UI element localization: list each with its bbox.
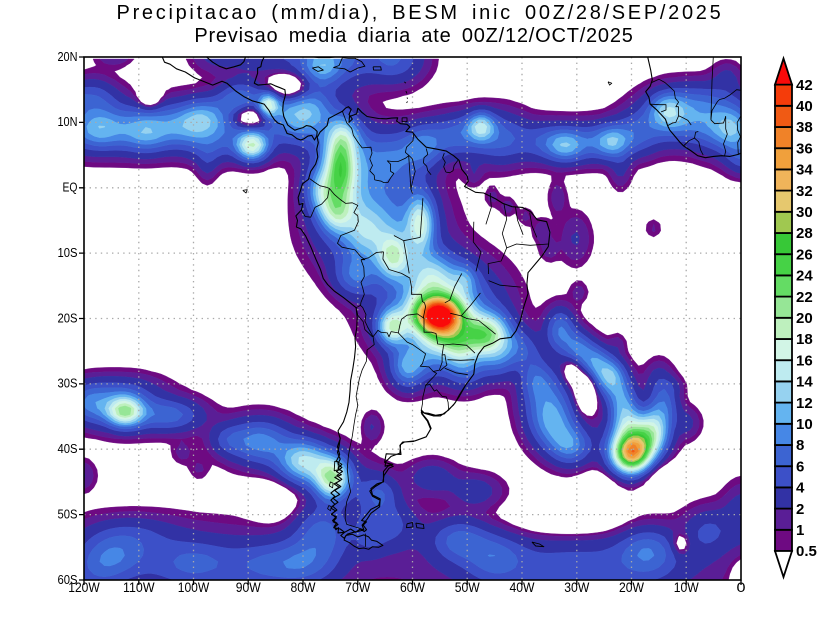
svg-text:120W: 120W — [68, 579, 100, 595]
svg-text:Previsao media diaria ate 00Z/: Previsao media diaria ate 00Z/12/OCT/202… — [194, 25, 633, 47]
svg-text:2: 2 — [796, 501, 804, 518]
svg-text:42: 42 — [796, 77, 813, 94]
svg-text:38: 38 — [796, 119, 813, 136]
svg-text:100W: 100W — [178, 579, 210, 595]
svg-text:70W: 70W — [345, 579, 371, 595]
svg-text:20W: 20W — [619, 579, 645, 595]
svg-text:0: 0 — [737, 579, 746, 595]
svg-text:40S: 40S — [58, 441, 78, 456]
svg-text:30: 30 — [796, 204, 813, 221]
svg-text:60S: 60S — [58, 572, 78, 587]
svg-text:30W: 30W — [564, 579, 590, 595]
svg-text:10: 10 — [796, 416, 813, 433]
svg-text:50S: 50S — [58, 506, 78, 521]
svg-text:10S: 10S — [58, 245, 78, 260]
svg-text:18: 18 — [796, 331, 813, 348]
svg-text:22: 22 — [796, 289, 813, 306]
svg-text:80W: 80W — [291, 579, 317, 595]
svg-text:110W: 110W — [123, 579, 155, 595]
svg-text:10N: 10N — [58, 114, 78, 129]
svg-text:24: 24 — [796, 268, 813, 285]
svg-text:0.5: 0.5 — [796, 543, 817, 560]
svg-text:26: 26 — [796, 246, 813, 263]
svg-text:20N: 20N — [58, 49, 78, 64]
svg-text:16: 16 — [796, 352, 813, 369]
svg-text:60W: 60W — [400, 579, 426, 595]
svg-text:40W: 40W — [510, 579, 536, 595]
svg-text:34: 34 — [796, 162, 813, 179]
svg-text:40: 40 — [796, 98, 813, 115]
svg-text:4: 4 — [796, 480, 805, 497]
svg-text:12: 12 — [796, 395, 813, 412]
svg-text:Precipitacao (mm/dia), BESM in: Precipitacao (mm/dia), BESM inic 00Z/28/… — [117, 2, 724, 24]
svg-text:50W: 50W — [455, 579, 481, 595]
svg-text:1: 1 — [796, 522, 804, 539]
svg-text:8: 8 — [796, 437, 804, 454]
svg-text:32: 32 — [796, 183, 813, 200]
svg-text:30S: 30S — [58, 376, 78, 391]
svg-text:90W: 90W — [236, 579, 262, 595]
svg-text:14: 14 — [796, 374, 813, 391]
svg-text:36: 36 — [796, 140, 813, 157]
svg-text:28: 28 — [796, 225, 813, 242]
svg-text:6: 6 — [796, 458, 804, 475]
svg-text:EQ: EQ — [63, 180, 78, 195]
svg-text:20: 20 — [796, 310, 813, 327]
svg-text:10W: 10W — [674, 579, 700, 595]
svg-text:20S: 20S — [58, 310, 78, 325]
